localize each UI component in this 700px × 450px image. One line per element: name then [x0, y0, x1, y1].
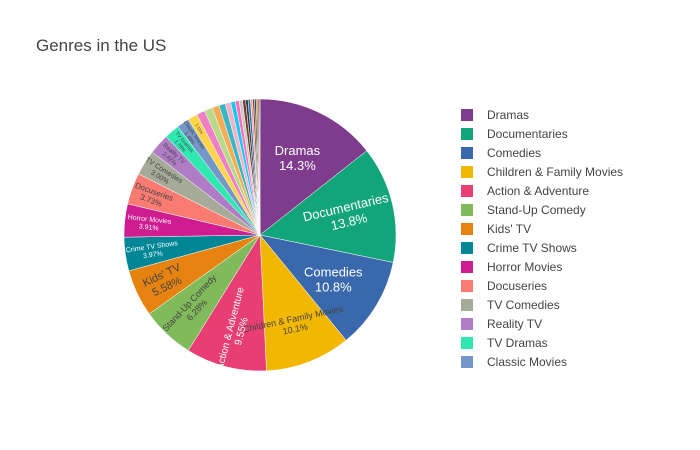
legend-label[interactable]: Docuseries [487, 279, 547, 293]
legend-swatch[interactable] [461, 261, 473, 273]
legend-swatch[interactable] [461, 128, 473, 140]
legend-swatch[interactable] [461, 280, 473, 292]
legend-label[interactable]: Action & Adventure [487, 184, 589, 198]
pie-slice[interactable] [259, 98, 368, 236]
legend-swatch[interactable] [461, 318, 473, 330]
pie-slice[interactable] [259, 150, 397, 263]
slice-label: Dramas 14.3% [275, 143, 321, 173]
legend-label[interactable]: Dramas [487, 108, 529, 122]
slice-label: 1.15% [194, 123, 204, 136]
chart-title: Genres in the US [36, 36, 166, 55]
legend-swatch[interactable] [461, 299, 473, 311]
legend-label[interactable]: Children & Family Movies [487, 165, 623, 179]
legend-swatch[interactable] [461, 337, 473, 349]
legend-swatch[interactable] [461, 242, 473, 254]
legend-swatch[interactable] [461, 109, 473, 121]
pie-slices [123, 98, 397, 372]
legend-label[interactable]: Horror Movies [487, 260, 562, 274]
legend-label[interactable]: Kids' TV [487, 222, 531, 236]
legend-label[interactable]: Reality TV [487, 317, 542, 331]
pie-slice[interactable] [259, 234, 347, 372]
pie-slice[interactable] [259, 234, 394, 341]
legend-swatch[interactable] [461, 223, 473, 235]
slice-label: Horror Movies3.91% [126, 214, 172, 234]
legend-label[interactable]: Stand-Up Comedy [487, 203, 586, 217]
legend: Dramas Documentaries Comedies Children & Fa… [461, 108, 623, 369]
legend-label[interactable]: Classic Movies [487, 355, 567, 369]
legend-swatch[interactable] [461, 166, 473, 178]
legend-swatch[interactable] [461, 204, 473, 216]
slice-label: Comedies 10.8% [304, 264, 363, 294]
legend-label[interactable]: Crime TV Shows [487, 241, 577, 255]
legend-label[interactable]: Documentaries [487, 127, 568, 141]
pie-slice[interactable] [258, 98, 261, 236]
pie-slice[interactable] [187, 234, 267, 372]
legend-label[interactable]: TV Comedies [487, 298, 560, 312]
legend-swatch[interactable] [461, 356, 473, 368]
legend-label[interactable]: TV Dramas [487, 336, 548, 350]
legend-label[interactable]: Comedies [487, 146, 541, 160]
legend-swatch[interactable] [461, 147, 473, 159]
legend-swatch[interactable] [461, 185, 473, 197]
